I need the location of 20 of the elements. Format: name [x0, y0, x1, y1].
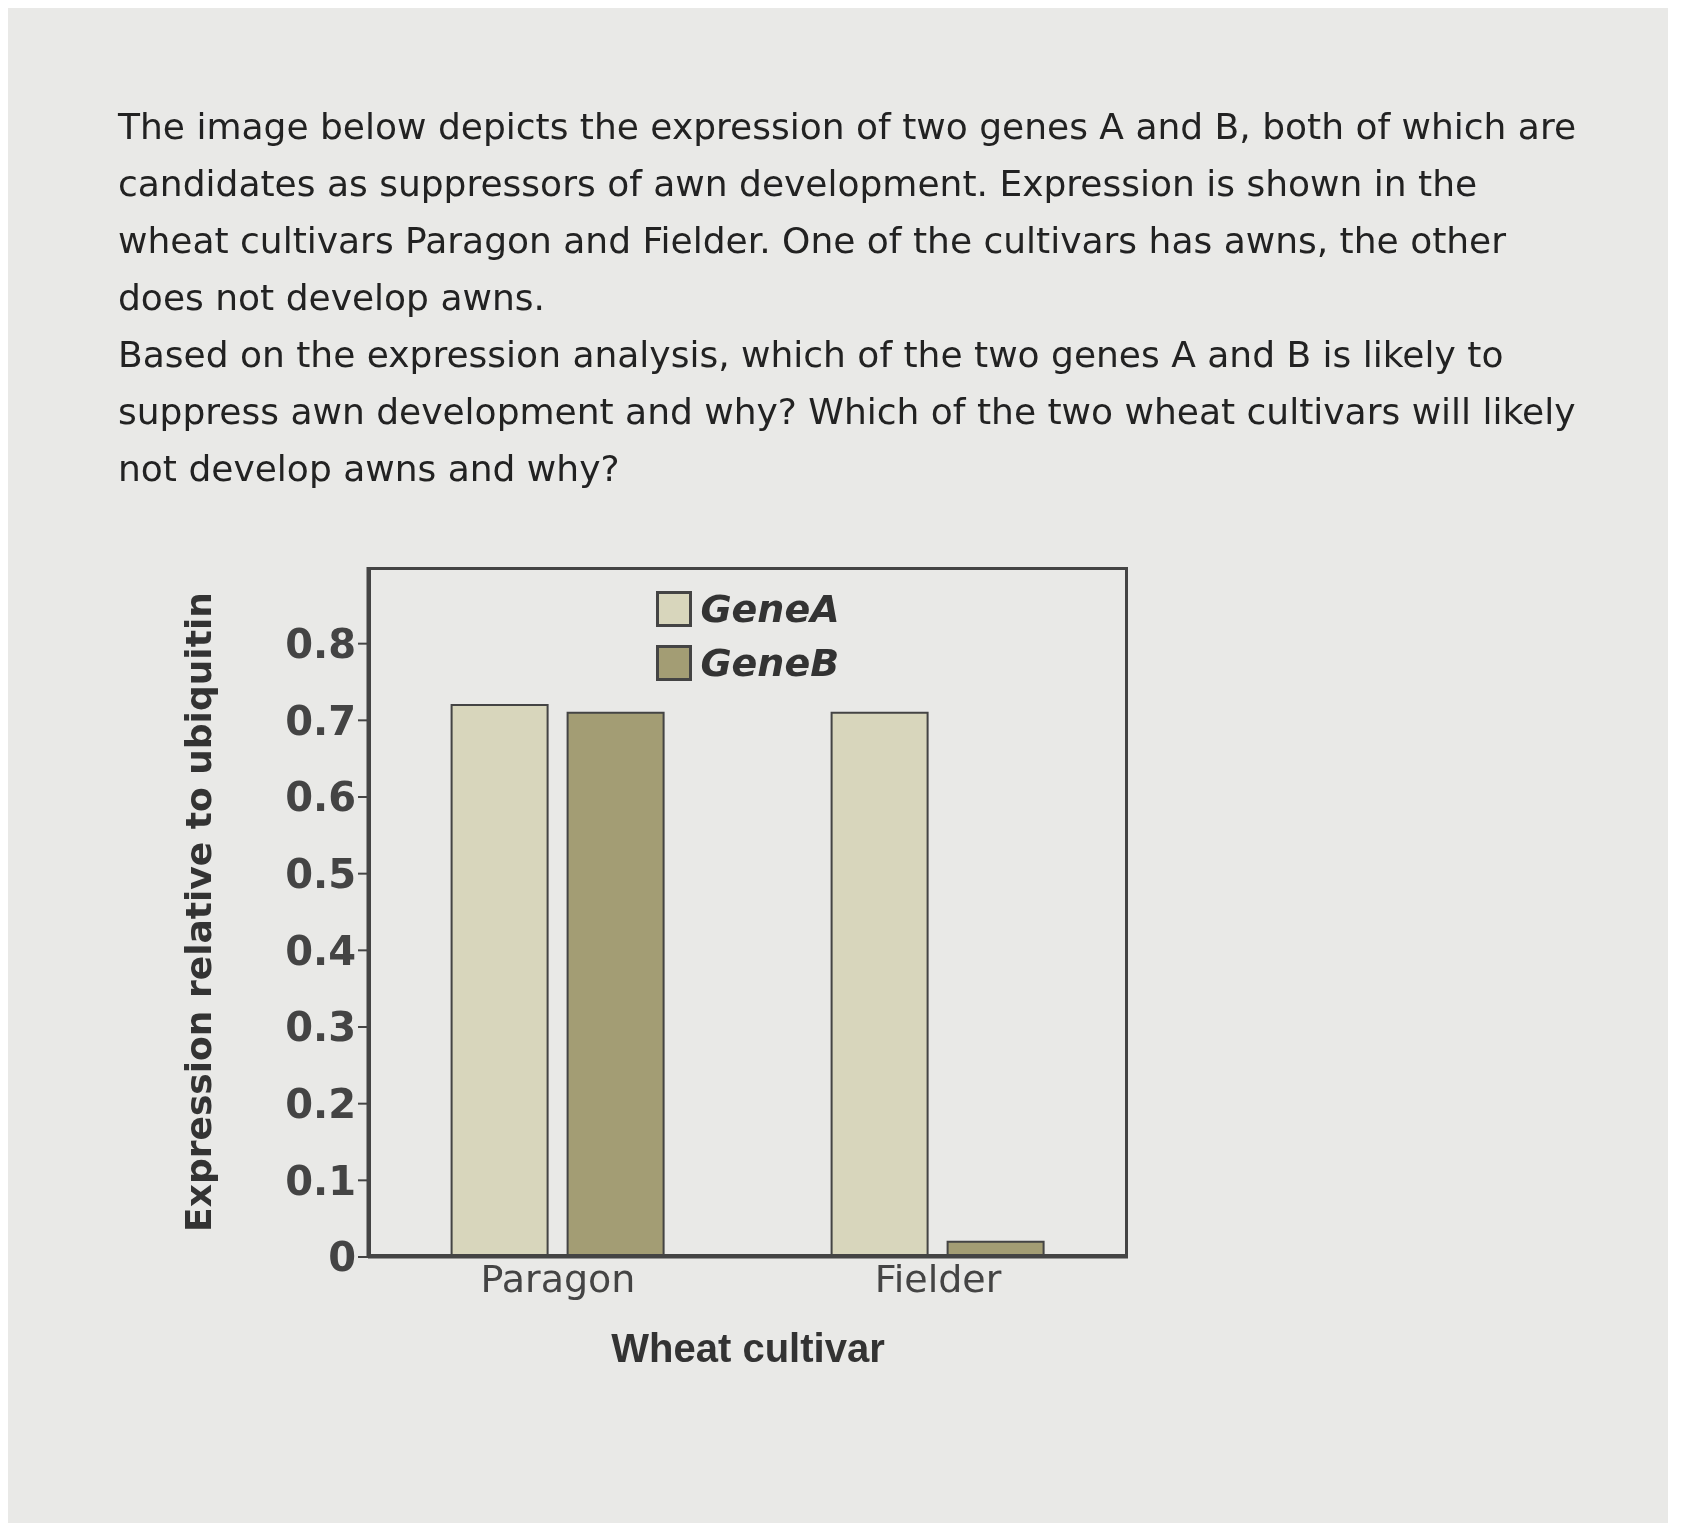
x-tick-label: Fielder: [874, 1256, 1002, 1301]
y-axis-title: Expression relative to ubiquitin: [177, 592, 219, 1232]
legend-label: GeneA: [700, 587, 840, 631]
chart-subtitle: Based on the expression analysis, which of the two genes A and B is likely to suppress awn development and why? Which of the two wheat cultivars will likely not develop awns and why?: [118, 333, 1577, 491]
y-tick-label: 0.1: [285, 1157, 356, 1204]
bar: [830, 711, 929, 1257]
x-axis-title: Wheat cultivar: [611, 1326, 885, 1370]
y-tick-label: 0.8: [285, 620, 356, 667]
x-tick-label: Paragon: [480, 1256, 636, 1301]
bar: [450, 704, 549, 1257]
legend-label: GeneB: [700, 641, 840, 685]
y-tick-label: 0.4: [285, 927, 356, 974]
bar: [566, 711, 665, 1257]
y-tick-label: 0.6: [285, 774, 356, 821]
y-tick-label: 0.5: [285, 850, 356, 897]
y-tick-label: 0.2: [285, 1080, 356, 1127]
y-tick-label: 0: [328, 1234, 356, 1281]
chart-title: The image below depicts the expression of two genes A and B, both of which are candidates as suppressors of awn development. Expression is shown in the wheat cultivars Paragon and Fielder. One of the cultivars has awns, the other does not develop awns.: [118, 105, 1578, 320]
y-tick-label: 0.3: [285, 1004, 356, 1051]
y-tick-label: 0.7: [285, 697, 356, 744]
